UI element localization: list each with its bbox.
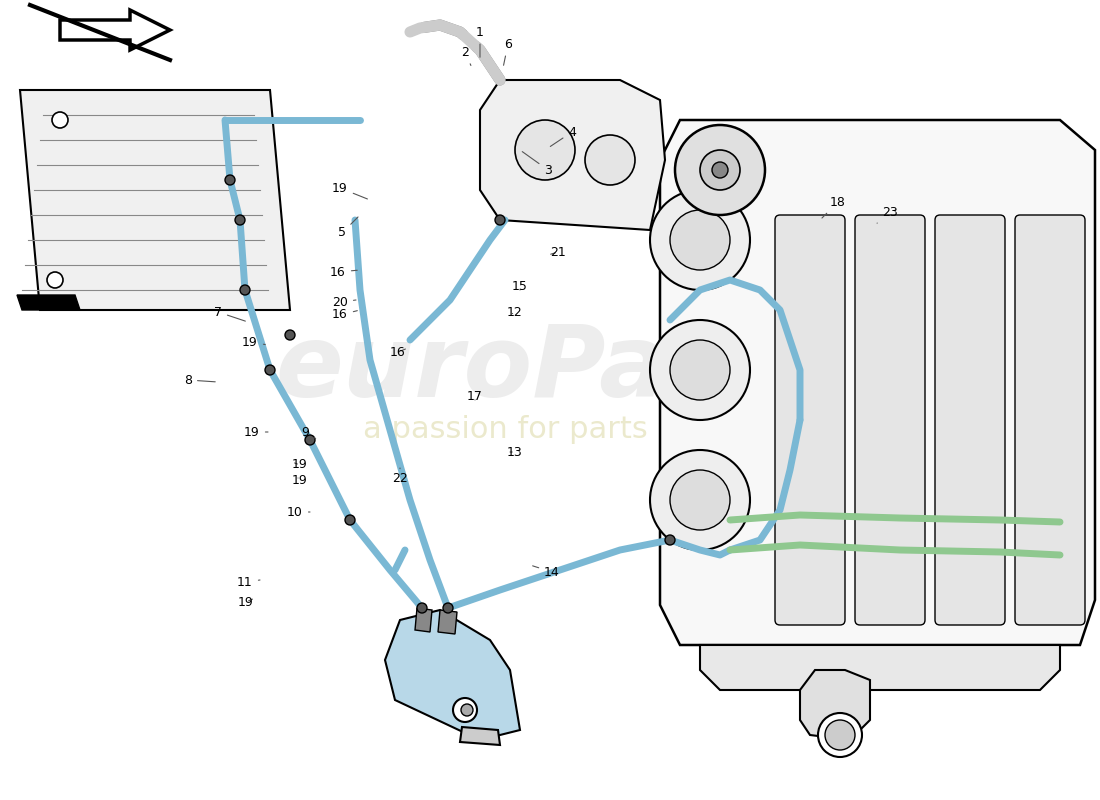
Polygon shape xyxy=(16,295,80,310)
Circle shape xyxy=(650,320,750,420)
Polygon shape xyxy=(660,120,1094,645)
Circle shape xyxy=(495,215,505,225)
Polygon shape xyxy=(438,610,456,634)
Text: 7: 7 xyxy=(214,306,245,321)
Circle shape xyxy=(240,285,250,295)
Text: euroParts: euroParts xyxy=(276,322,824,418)
Text: 1: 1 xyxy=(476,26,484,58)
Text: 3: 3 xyxy=(522,152,552,177)
Polygon shape xyxy=(460,727,500,745)
Text: 19: 19 xyxy=(244,426,268,438)
Polygon shape xyxy=(700,645,1060,690)
Polygon shape xyxy=(480,80,666,230)
Polygon shape xyxy=(60,10,170,50)
Polygon shape xyxy=(20,90,290,310)
Circle shape xyxy=(712,162,728,178)
Text: 11: 11 xyxy=(238,575,260,589)
Text: 14: 14 xyxy=(532,566,560,578)
Circle shape xyxy=(265,365,275,375)
Circle shape xyxy=(700,150,740,190)
Text: 23: 23 xyxy=(877,206,898,223)
Circle shape xyxy=(585,135,635,185)
Circle shape xyxy=(666,535,675,545)
Text: 19: 19 xyxy=(238,595,254,609)
Polygon shape xyxy=(800,670,870,740)
Text: a passion for parts since: a passion for parts since xyxy=(363,415,737,445)
Text: 18: 18 xyxy=(822,195,846,218)
Text: 4: 4 xyxy=(550,126,576,146)
Text: 22: 22 xyxy=(392,468,408,485)
Text: 9: 9 xyxy=(301,426,316,438)
Circle shape xyxy=(226,175,235,185)
Circle shape xyxy=(670,210,730,270)
Text: 16: 16 xyxy=(332,309,358,322)
Circle shape xyxy=(461,704,473,716)
Circle shape xyxy=(515,120,575,180)
Polygon shape xyxy=(385,610,520,740)
Circle shape xyxy=(285,330,295,340)
Text: 15: 15 xyxy=(513,281,528,294)
Text: 12: 12 xyxy=(507,306,522,318)
Circle shape xyxy=(443,603,453,613)
Text: 17: 17 xyxy=(468,390,483,403)
Text: 2: 2 xyxy=(461,46,471,66)
Text: 13: 13 xyxy=(507,446,522,458)
Circle shape xyxy=(52,112,68,128)
Circle shape xyxy=(670,340,730,400)
Circle shape xyxy=(305,435,315,445)
Circle shape xyxy=(47,272,63,288)
FancyBboxPatch shape xyxy=(1015,215,1085,625)
Text: 20: 20 xyxy=(332,295,356,309)
Circle shape xyxy=(675,125,764,215)
Circle shape xyxy=(818,713,862,757)
Text: 6: 6 xyxy=(504,38,512,66)
Text: 16: 16 xyxy=(390,346,406,358)
Text: 21: 21 xyxy=(550,246,565,258)
Circle shape xyxy=(670,470,730,530)
Text: 19: 19 xyxy=(242,335,265,349)
Text: 19: 19 xyxy=(293,474,308,486)
Text: 19: 19 xyxy=(293,458,308,471)
Polygon shape xyxy=(415,608,432,632)
Text: 5: 5 xyxy=(338,217,358,239)
Text: 19: 19 xyxy=(332,182,367,199)
Circle shape xyxy=(345,515,355,525)
FancyBboxPatch shape xyxy=(935,215,1005,625)
Text: 16: 16 xyxy=(330,266,358,278)
Circle shape xyxy=(235,215,245,225)
Text: 10: 10 xyxy=(287,506,310,518)
Circle shape xyxy=(650,450,750,550)
FancyBboxPatch shape xyxy=(776,215,845,625)
Circle shape xyxy=(417,603,427,613)
FancyBboxPatch shape xyxy=(855,215,925,625)
Text: 8: 8 xyxy=(184,374,216,386)
Circle shape xyxy=(825,720,855,750)
Circle shape xyxy=(650,190,750,290)
Circle shape xyxy=(453,698,477,722)
